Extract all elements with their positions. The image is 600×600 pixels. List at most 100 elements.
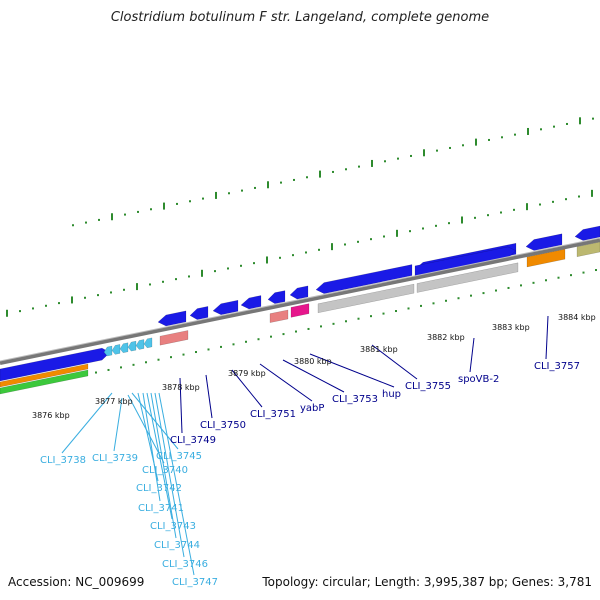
gene-label: CLI_3746 (162, 559, 208, 570)
gc-dot (45, 304, 47, 307)
gc-dash (215, 191, 217, 199)
gc-dash (527, 127, 529, 135)
scale-dot (245, 340, 247, 343)
gc-dash (384, 160, 386, 163)
cds-arrow (267, 290, 286, 304)
cds-arrow (189, 306, 209, 320)
cds-arrow (414, 246, 517, 278)
cds-arrow (212, 299, 239, 315)
scale-dot (557, 276, 560, 279)
map-title: Clostridium botulinum F str. Langeland, … (110, 10, 490, 25)
gc-dot (513, 208, 515, 211)
gc-dash (293, 178, 295, 181)
gc-dash (254, 186, 256, 189)
cds-arrow (574, 225, 600, 241)
scale-dot (595, 269, 597, 272)
gene-label: CLI_3740 (142, 465, 188, 476)
tick-label: 3877 kbp (95, 397, 133, 406)
scale-dot (270, 335, 272, 338)
gc-dot (253, 262, 255, 265)
gc-dot (175, 278, 177, 281)
backbone-highlight (0, 237, 600, 362)
cds-arrow (0, 347, 111, 382)
gc-dot (97, 294, 99, 297)
gc-dash (332, 170, 334, 173)
scale-dot (482, 292, 485, 295)
gc-dash (566, 122, 568, 125)
scale-dot (582, 271, 585, 274)
gc-dash (475, 138, 477, 146)
gc-dot (578, 195, 580, 198)
gc-dot (214, 270, 216, 273)
grey-feature (416, 262, 519, 293)
scale-dot (420, 304, 422, 307)
gc-dash (85, 221, 87, 224)
scale-dot (220, 345, 222, 348)
gc-dot (370, 238, 372, 241)
gc-dot (500, 211, 502, 214)
gc-dash (241, 189, 243, 192)
gc-dot (58, 302, 60, 305)
gc-dot (305, 251, 307, 254)
scale-dot (95, 371, 97, 374)
gc-dot (188, 275, 190, 278)
gc-dot (461, 216, 463, 224)
gc-dot (396, 229, 398, 237)
scale-dot (445, 299, 447, 302)
gene-label: CLI_3750 (200, 420, 246, 431)
gc-skew-dots (6, 117, 597, 374)
gene-label: CLI_3745 (156, 451, 202, 462)
scale-dot (457, 297, 460, 300)
gc-dot (383, 235, 385, 238)
gc-dash (163, 202, 165, 210)
label-line (371, 344, 418, 380)
gc-dash (501, 136, 503, 139)
accession-text: Accession: NC_009699 (8, 575, 145, 589)
gc-dash (540, 128, 542, 131)
gc-dot (422, 227, 424, 230)
gc-dot (526, 203, 528, 211)
scale-dot (157, 358, 160, 361)
gc-dash (579, 117, 581, 125)
topology-text: Topology: circular; Length: 3,995,387 bp… (262, 575, 592, 589)
gene-label: hup (382, 389, 401, 400)
scale-dot (570, 274, 572, 277)
gc-dot (539, 203, 541, 206)
scale-dot (282, 333, 285, 336)
gc-dot (474, 216, 476, 219)
tick-label: 3881 kbp (360, 345, 398, 354)
scale-dot (407, 307, 410, 310)
label-line (61, 392, 113, 454)
scale-dot (320, 325, 322, 328)
cds-arrow (240, 295, 262, 310)
gene-label: CLI_3743 (150, 521, 196, 532)
scale-dot (170, 356, 172, 359)
gene-label: yabP (300, 403, 324, 414)
gc-dot (240, 264, 242, 267)
gc-dot (136, 283, 138, 291)
label-line (259, 363, 313, 402)
gc-dash (449, 146, 451, 149)
label-line (179, 377, 183, 434)
tick-label: 3882 kbp (427, 333, 465, 342)
gc-dash (553, 125, 555, 128)
gc-dash (137, 210, 139, 213)
scale-dot (395, 310, 397, 313)
label-line (205, 374, 213, 419)
gene-label: CLI_3757 (534, 361, 580, 372)
gc-dash (358, 165, 360, 168)
label-line (469, 337, 475, 373)
gc-dot (448, 222, 450, 225)
gc-dot (149, 283, 151, 286)
scale-dot (182, 353, 185, 356)
small-cds-arrow (143, 337, 153, 349)
gc-dot (162, 280, 164, 283)
label-line (158, 392, 195, 576)
scale-dot (195, 351, 197, 354)
tick-label: 3883 kbp (492, 323, 530, 332)
scale-dot (295, 330, 297, 333)
backbone-line (0, 238, 600, 365)
gc-dot (279, 256, 281, 259)
tick-label: 3876 kbp (32, 411, 70, 420)
